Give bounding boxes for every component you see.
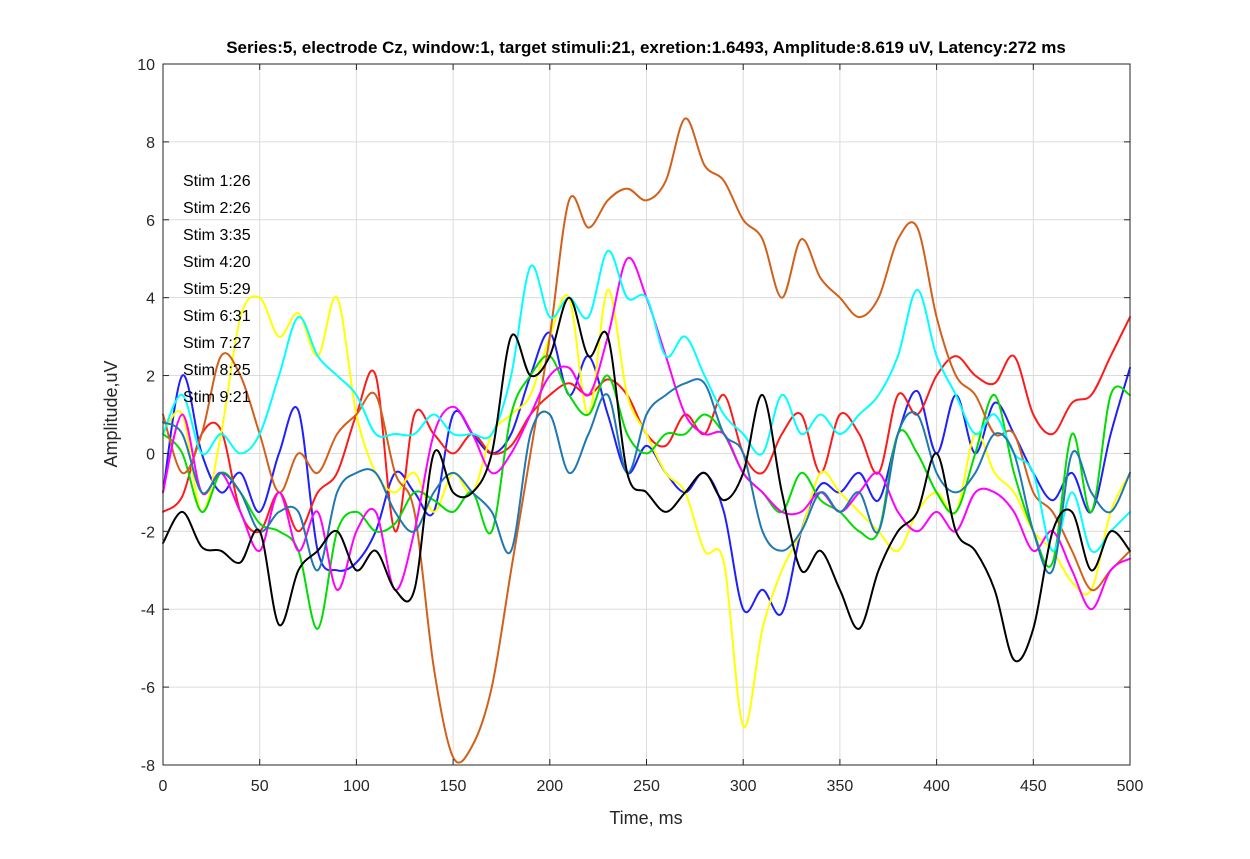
series-group (162, 117, 1131, 764)
y-tick-label: -8 (141, 758, 155, 775)
stim-annotation: Stim 3:35 (183, 227, 251, 244)
x-tick-label: 250 (633, 778, 660, 795)
series-line-1 (162, 331, 1131, 616)
stim-annotations: Stim 1:26 Stim 2:26 Stim 3:35 Stim 4:20 Stim… (183, 173, 251, 406)
stim-annotation: Stim 8:25 (183, 362, 251, 379)
y-tick-label: 2 (146, 369, 155, 386)
y-tick-label: 6 (146, 213, 155, 230)
x-tick-label: 50 (251, 778, 269, 795)
stim-annotation: Stim 6:31 (183, 308, 251, 325)
y-tick-label: 0 (146, 446, 155, 463)
chart-title: Series:5, electrode Cz, window:1, target… (226, 38, 1066, 57)
x-tick-label: 300 (730, 778, 757, 795)
x-tick-label: 400 (923, 778, 950, 795)
stim-annotation: Stim 1:26 (183, 173, 251, 190)
y-tick-label: 10 (137, 57, 155, 74)
y-tick-label: -2 (141, 524, 155, 541)
x-axis-ticks: 0 50 100 150 200 250 300 350 400 450 500 (159, 64, 1144, 795)
y-tick-label: -4 (141, 602, 155, 619)
x-tick-label: 150 (440, 778, 467, 795)
x-tick-label: 0 (159, 778, 168, 795)
stim-annotation: Stim 9:21 (183, 389, 251, 406)
y-tick-label: -6 (141, 680, 155, 697)
x-tick-label: 500 (1117, 778, 1144, 795)
series-line-2 (162, 316, 1131, 534)
series-line-9 (162, 296, 1131, 663)
series-line-7 (162, 249, 1131, 554)
y-axis-ticks: -8 -6 -4 -2 0 2 4 6 8 10 (137, 57, 1130, 775)
series-line-5 (162, 117, 1131, 764)
stim-annotation: Stim 5:29 (183, 281, 251, 298)
x-tick-label: 200 (536, 778, 563, 795)
x-tick-label: 100 (343, 778, 370, 795)
stim-annotation: Stim 4:20 (183, 254, 251, 271)
y-axis-label: Amplitude,uV (101, 360, 121, 467)
y-tick-label: 8 (146, 135, 155, 152)
x-tick-label: 350 (827, 778, 854, 795)
series-line-6 (162, 256, 1131, 611)
y-tick-label: 4 (146, 291, 155, 308)
series-line-4 (162, 354, 1131, 630)
stim-annotation: Stim 2:26 (183, 200, 251, 217)
x-axis-label: Time, ms (609, 808, 682, 828)
x-tick-label: 450 (1020, 778, 1047, 795)
stim-annotation: Stim 7:27 (183, 335, 251, 352)
